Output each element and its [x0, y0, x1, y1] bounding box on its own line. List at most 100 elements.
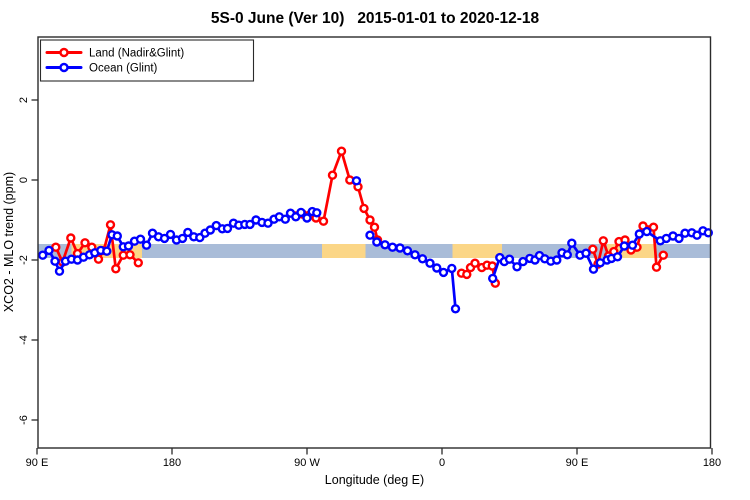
- data-point: [588, 244, 598, 254]
- data-point: [135, 234, 146, 244]
- data-point: [80, 238, 90, 248]
- data-point: [619, 241, 629, 251]
- data-point: [612, 252, 623, 262]
- data-point: [359, 203, 369, 214]
- y-tick-label: 0: [18, 177, 30, 183]
- data-point: [369, 222, 380, 232]
- data-point: [410, 250, 420, 260]
- y-tick-label: -6: [18, 415, 30, 425]
- axis-ticks: 90 E 180 90 W 0 90 E 180 2 0 -2 -4 -6: [18, 97, 721, 469]
- plot-border: [37, 36, 712, 449]
- band-land-segment: [322, 244, 366, 258]
- data-point: [627, 240, 638, 250]
- x-axis-label: Longitude (deg E): [325, 473, 424, 487]
- data-point: [44, 245, 54, 256]
- series-line: [294, 149, 379, 242]
- data-point: [327, 170, 338, 180]
- data-point: [372, 237, 382, 247]
- data-point: [504, 254, 515, 264]
- data-point: [425, 258, 435, 268]
- chart-title: 5S-0 June (Ver 10) 2015-01-01 to 2020-12…: [211, 10, 540, 27]
- data-point: [447, 263, 457, 274]
- x-tick-label: 90 E: [566, 457, 589, 469]
- data-point: [245, 219, 255, 230]
- data-point: [380, 240, 390, 250]
- x-tick-label: 90 W: [294, 457, 320, 469]
- data-point: [54, 266, 65, 276]
- data-point: [462, 269, 472, 280]
- y-tick-label: -2: [18, 255, 30, 265]
- data-point: [165, 229, 176, 240]
- data-point: [123, 241, 134, 251]
- legend-entry-label: Ocean (Glint): [89, 63, 158, 75]
- data-point: [588, 264, 599, 274]
- data-point: [50, 256, 60, 266]
- data-point: [488, 273, 498, 284]
- data-point: [112, 231, 123, 241]
- x-tick-label: 0: [439, 457, 445, 469]
- data-point: [674, 233, 684, 244]
- data-point: [552, 255, 562, 265]
- data-point: [93, 254, 104, 264]
- legend-sample-marker: [59, 47, 69, 58]
- y-tick-label: -4: [18, 335, 30, 345]
- data-point: [102, 246, 112, 256]
- data-point: [365, 215, 375, 225]
- data-point: [642, 226, 652, 237]
- legend-box: [39, 39, 255, 82]
- data-point: [438, 267, 449, 278]
- x-tick-label: 90 E: [26, 457, 49, 469]
- data-point: [280, 214, 290, 224]
- data-point: [66, 233, 76, 243]
- data-point: [417, 254, 428, 264]
- data-point: [598, 236, 608, 246]
- data-point: [365, 230, 375, 240]
- data-point: [177, 233, 188, 244]
- data-point: [141, 240, 152, 250]
- data-point: [105, 220, 116, 230]
- data-point: [395, 243, 405, 253]
- data-point: [648, 222, 659, 232]
- data-point: [296, 207, 306, 218]
- data-point: [111, 264, 121, 274]
- data-point: [133, 258, 144, 268]
- data-point: [634, 229, 644, 239]
- x-tick-label: 180: [703, 457, 721, 469]
- legend: Land (Nadir&Glint) Ocean (Glint): [39, 39, 255, 82]
- data-point: [581, 248, 591, 258]
- data-point: [567, 238, 577, 248]
- data-point: [336, 146, 347, 156]
- data-point: [432, 263, 442, 273]
- legend-sample-marker: [59, 62, 69, 73]
- data-point: [470, 258, 480, 268]
- data-point: [312, 208, 322, 218]
- legend-entry-land: Land (Nadir&Glint): [45, 47, 184, 60]
- data-point: [402, 246, 413, 256]
- data-point: [125, 250, 135, 260]
- data-point: [351, 176, 362, 186]
- data-point: [692, 230, 702, 240]
- band-land-segment: [452, 244, 502, 258]
- data-point: [318, 216, 329, 226]
- y-axis-label: XCO2 - MLO trend (ppm): [2, 172, 16, 312]
- land-series: [51, 146, 668, 288]
- data-point: [450, 304, 461, 314]
- data-point: [263, 218, 273, 228]
- x-tick-label: 180: [163, 457, 181, 469]
- legend-entry-ocean: Ocean (Glint): [45, 62, 158, 75]
- data-point: [222, 223, 233, 234]
- data-point: [38, 250, 48, 260]
- legend-entry-label: Land (Nadir&Glint): [89, 48, 184, 60]
- data-point: [562, 250, 572, 260]
- data-point: [183, 227, 193, 238]
- data-point: [651, 262, 662, 272]
- data-point: [302, 213, 312, 223]
- data-point: [387, 242, 398, 252]
- data-point: [159, 233, 170, 244]
- y-tick-label: 2: [18, 97, 30, 103]
- ocean-series: [38, 176, 713, 314]
- data-point: [512, 262, 522, 272]
- data-point: [205, 225, 216, 235]
- series-layer: [38, 146, 713, 314]
